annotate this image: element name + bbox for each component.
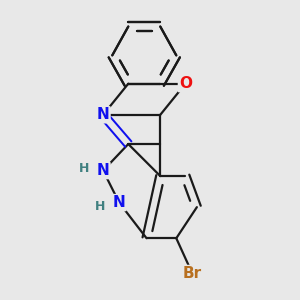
Text: H: H [79, 162, 89, 175]
Text: H: H [95, 200, 105, 213]
Text: Br: Br [183, 266, 202, 281]
Text: N: N [97, 107, 110, 122]
Text: O: O [179, 76, 192, 91]
Text: N: N [97, 163, 110, 178]
Text: N: N [113, 195, 125, 210]
